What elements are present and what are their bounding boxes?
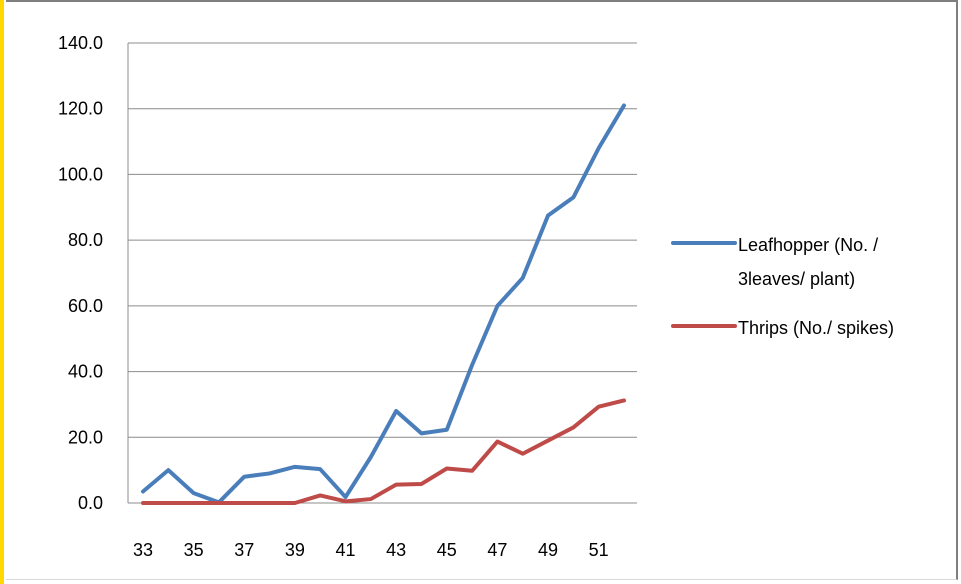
x-tick-label: 45: [437, 540, 457, 560]
legend: Leafhopper (No. / 3leaves/ plant) Thrips (…: [671, 235, 894, 338]
y-tick-label: 120.0: [58, 99, 103, 119]
left-accent-bar: [0, 0, 4, 584]
series-line-leafhopper: [141, 103, 626, 505]
x-tick-label: 41: [336, 540, 356, 560]
legend-label-leafhopper: Leafhopper (No. / 3leaves/ plant): [738, 235, 878, 289]
chart-frame: [6, 0, 958, 580]
legend-label-thrips: Thrips (No./ spikes): [738, 318, 894, 338]
x-tick-label: 33: [133, 540, 153, 560]
y-tick-label: 40.0: [68, 362, 103, 382]
y-tick-label: 100.0: [58, 164, 103, 184]
x-tick-label: 39: [285, 540, 305, 560]
x-tick-label: 49: [538, 540, 558, 560]
x-tick-label: 47: [487, 540, 507, 560]
x-tick-label: 37: [234, 540, 254, 560]
legend-label-line: Thrips (No./ spikes): [738, 318, 894, 338]
y-tick-label: 80.0: [68, 230, 103, 250]
x-tick-label: 43: [386, 540, 406, 560]
y-axis-ticks: 0.0 20.0 40.0 60.0 80.0 100.0 120.0 140.0: [58, 33, 103, 513]
y-tick-label: 0.0: [78, 493, 103, 513]
series-line-thrips: [141, 398, 626, 505]
x-axis-ticks: 33 35 37 39 41 43 45 47 49 51: [133, 540, 609, 560]
y-tick-label: 60.0: [68, 296, 103, 316]
x-tick-label: 35: [184, 540, 204, 560]
x-tick-label: 51: [589, 540, 609, 560]
y-tick-label: 20.0: [68, 427, 103, 447]
legend-label-line: Leafhopper (No. /: [738, 235, 878, 255]
legend-label-line: 3leaves/ plant): [738, 269, 855, 289]
series-lines: [141, 103, 626, 505]
y-tick-label: 140.0: [58, 33, 103, 53]
